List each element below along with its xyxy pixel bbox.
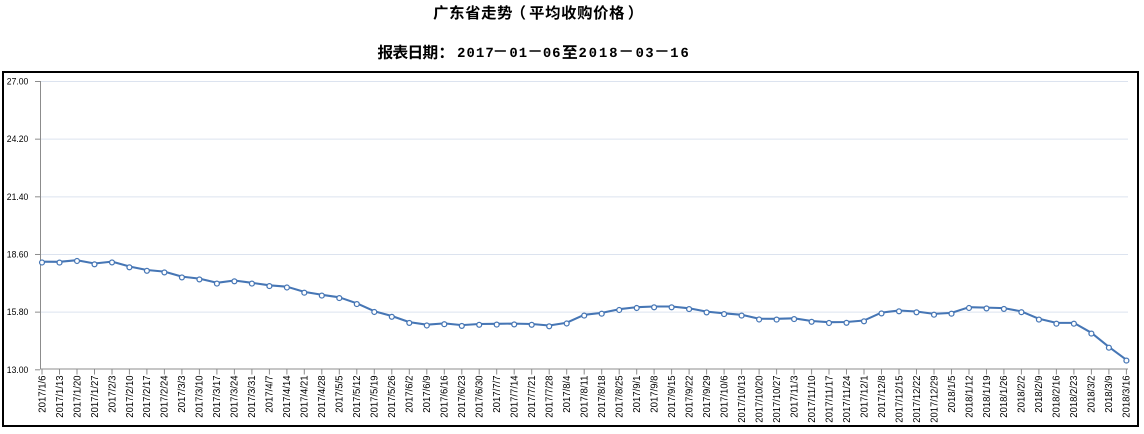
svg-text:2018/2/2: 2018/2/2	[1017, 376, 1028, 413]
svg-text:2017/1/13: 2017/1/13	[55, 375, 66, 418]
svg-text:2017/10/20: 2017/10/20	[754, 375, 765, 423]
svg-text:2017/12/1: 2017/12/1	[859, 375, 870, 418]
svg-text:2018/1/5: 2018/1/5	[947, 375, 958, 413]
svg-text:2017/4/28: 2017/4/28	[317, 375, 328, 418]
svg-text:2018/1/26: 2018/1/26	[999, 375, 1010, 418]
svg-text:2017/7/28: 2017/7/28	[545, 375, 556, 418]
svg-text:15.80: 15.80	[7, 307, 29, 318]
svg-text:2017/12/8: 2017/12/8	[877, 375, 888, 418]
svg-text:2017/5/26: 2017/5/26	[387, 375, 398, 418]
svg-text:2017/9/1: 2017/9/1	[632, 375, 643, 413]
svg-text:2018/2/9: 2018/2/9	[1034, 375, 1045, 413]
svg-text:2017/11/24: 2017/11/24	[842, 375, 853, 423]
svg-text:2018/1/19: 2018/1/19	[982, 375, 993, 418]
svg-text:2017/3/24: 2017/3/24	[230, 375, 241, 418]
svg-text:2017/7/14: 2017/7/14	[510, 375, 521, 418]
svg-text:2017/5/5: 2017/5/5	[335, 375, 346, 413]
svg-text:2017/9/15: 2017/9/15	[667, 375, 678, 418]
svg-text:2017/11/10: 2017/11/10	[807, 375, 818, 423]
svg-text:2017/2/24: 2017/2/24	[160, 375, 171, 418]
svg-text:2017/12/22: 2017/12/22	[912, 376, 923, 423]
svg-text:2017/2/10: 2017/2/10	[125, 375, 136, 418]
svg-text:2017/1/6: 2017/1/6	[37, 375, 48, 413]
svg-text:27.00: 27.00	[7, 76, 29, 87]
svg-text:2017/5/19: 2017/5/19	[370, 375, 381, 418]
svg-text:2017/10/13: 2017/10/13	[737, 375, 748, 423]
svg-text:21.40: 21.40	[7, 192, 29, 203]
svg-text:2018/3/9: 2018/3/9	[1104, 375, 1115, 413]
svg-text:2017/9/8: 2017/9/8	[649, 375, 660, 413]
svg-text:2018/2/16: 2018/2/16	[1052, 375, 1063, 418]
svg-text:2018/3/16: 2018/3/16	[1122, 375, 1133, 418]
svg-text:2017/8/4: 2017/8/4	[562, 375, 573, 413]
svg-text:2017/6/16: 2017/6/16	[440, 375, 451, 418]
svg-text:2017/9/29: 2017/9/29	[702, 375, 713, 418]
svg-text:2017/1/20: 2017/1/20	[72, 375, 83, 418]
svg-text:13.00: 13.00	[7, 365, 29, 376]
svg-text:18.60: 18.60	[7, 249, 29, 260]
svg-text:2017/9/22: 2017/9/22	[684, 376, 695, 418]
svg-text:2017/8/11: 2017/8/11	[580, 375, 591, 418]
svg-text:2017/8/18: 2017/8/18	[597, 375, 608, 418]
svg-text:2017/8/25: 2017/8/25	[615, 375, 626, 418]
svg-text:2018/3/2: 2018/3/2	[1087, 376, 1098, 413]
svg-text:2017/5/12: 2017/5/12	[352, 376, 363, 418]
svg-text:2017/3/10: 2017/3/10	[195, 375, 206, 418]
svg-text:2017/4/14: 2017/4/14	[282, 375, 293, 418]
svg-text:2017/3/17: 2017/3/17	[212, 376, 223, 418]
svg-text:2018/2/23: 2018/2/23	[1069, 375, 1080, 418]
svg-text:2017/11/17: 2017/11/17	[824, 376, 835, 423]
svg-text:2017/6/9: 2017/6/9	[422, 375, 433, 413]
svg-text:2017/6/2: 2017/6/2	[405, 376, 416, 413]
svg-text:2017/2/3: 2017/2/3	[107, 375, 118, 413]
svg-text:2017/12/15: 2017/12/15	[894, 375, 905, 423]
svg-text:24.20: 24.20	[7, 134, 29, 145]
svg-text:2017/10/27: 2017/10/27	[772, 376, 783, 423]
svg-text:2017/11/3: 2017/11/3	[789, 375, 800, 418]
svg-text:2017/12/29: 2017/12/29	[929, 375, 940, 423]
svg-text:2017/7/21: 2017/7/21	[527, 375, 538, 418]
svg-text:2017/6/30: 2017/6/30	[475, 375, 486, 418]
svg-text:2017/4/7: 2017/4/7	[265, 376, 276, 413]
svg-text:2017/1/27: 2017/1/27	[90, 376, 101, 418]
svg-text:2017/10/6: 2017/10/6	[719, 375, 730, 418]
svg-text:2018/1/12: 2018/1/12	[964, 376, 975, 418]
svg-text:2017/3/31: 2017/3/31	[247, 375, 258, 418]
svg-text:2017/4/21: 2017/4/21	[300, 375, 311, 418]
svg-text:2017/2/17: 2017/2/17	[142, 376, 153, 418]
svg-text:2017/3/3: 2017/3/3	[177, 375, 188, 413]
svg-text:2017/6/23: 2017/6/23	[457, 375, 468, 418]
svg-text:2017/7/7: 2017/7/7	[492, 376, 503, 413]
